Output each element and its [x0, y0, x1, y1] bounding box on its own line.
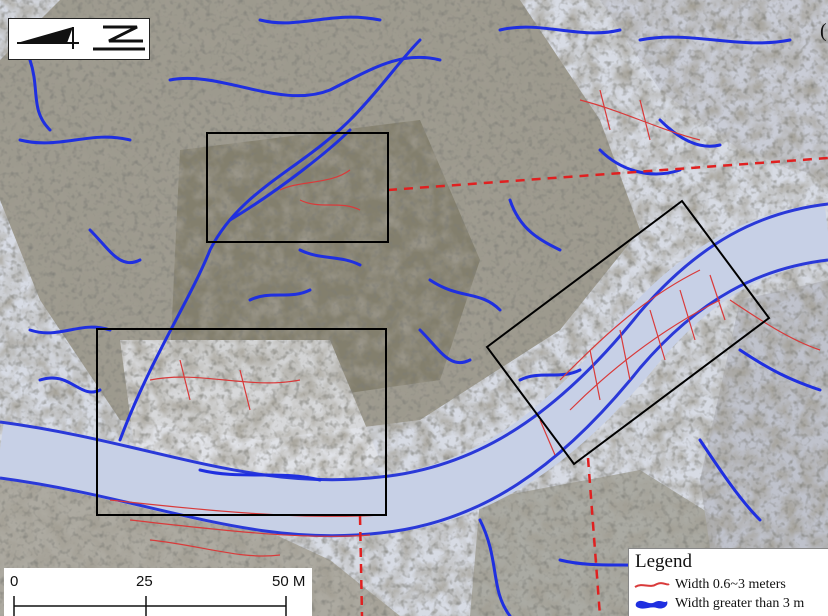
scale-bar-graphic [13, 596, 287, 616]
scale-label-50: 50 M [272, 573, 306, 590]
narrow-crack-network [109, 89, 821, 557]
scale-bar: 0 25 50 M [4, 568, 312, 616]
legend-label-wide: Width greater than 3 m [675, 596, 805, 611]
highlight-boxes [96, 132, 771, 516]
legend-item-narrow: Width 0.6~3 meters [633, 575, 786, 595]
scale-label-0: 0 [10, 573, 19, 590]
wide-crack-network [18, 15, 822, 616]
corner-text: ( [820, 20, 827, 42]
scale-label-25: 25 [136, 573, 153, 590]
north-arrow-icon [17, 25, 145, 51]
legend-label-narrow: Width 0.6~3 meters [675, 577, 786, 592]
section-lines [358, 156, 828, 616]
detail-box-upper [206, 132, 389, 243]
legend: Legend Width 0.6~3 meters Width greater … [628, 548, 828, 616]
legend-title: Legend [635, 551, 692, 572]
north-arrow [8, 18, 150, 60]
red-line-icon [634, 582, 670, 588]
detail-box-road [485, 199, 771, 466]
legend-item-wide: Width greater than 3 m [633, 594, 804, 614]
blue-blob-icon [635, 600, 668, 609]
detail-box-lower [96, 328, 387, 516]
